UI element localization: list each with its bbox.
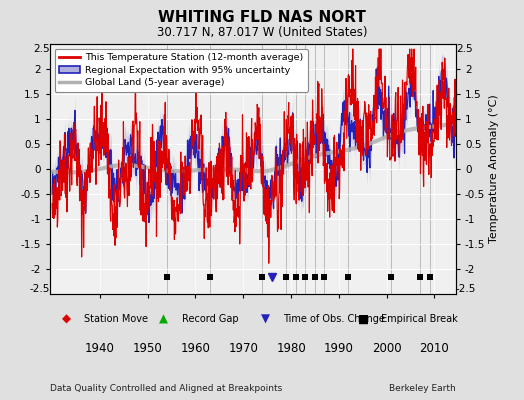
Text: 2.5: 2.5 [33,44,50,54]
Text: 30.717 N, 87.017 W (United States): 30.717 N, 87.017 W (United States) [157,26,367,39]
Text: -2.5: -2.5 [456,284,476,294]
Legend: This Temperature Station (12-month average), Regional Expectation with 95% uncer: This Temperature Station (12-month avera… [54,49,308,92]
Text: 1990: 1990 [324,342,354,355]
Text: -2.5: -2.5 [29,284,50,294]
Text: Berkeley Earth: Berkeley Earth [389,384,456,393]
Text: ◆: ◆ [62,312,71,326]
Text: Time of Obs. Change: Time of Obs. Change [283,314,385,324]
Text: 1950: 1950 [133,342,162,355]
Text: ▲: ▲ [159,312,168,326]
Text: 1960: 1960 [181,342,211,355]
Text: Empirical Break: Empirical Break [381,314,457,324]
Text: ■: ■ [358,312,369,326]
Text: ▼: ▼ [261,312,270,326]
Text: 2010: 2010 [420,342,449,355]
Text: 2000: 2000 [372,342,401,355]
Text: Station Move: Station Move [84,314,148,324]
Text: 1980: 1980 [276,342,306,355]
Text: 1970: 1970 [228,342,258,355]
Text: 1940: 1940 [85,342,115,355]
Y-axis label: Temperature Anomaly (°C): Temperature Anomaly (°C) [489,95,499,243]
Text: Record Gap: Record Gap [182,314,238,324]
Text: 2.5: 2.5 [456,44,473,54]
Text: Data Quality Controlled and Aligned at Breakpoints: Data Quality Controlled and Aligned at B… [50,384,282,393]
Text: WHITING FLD NAS NORT: WHITING FLD NAS NORT [158,10,366,25]
